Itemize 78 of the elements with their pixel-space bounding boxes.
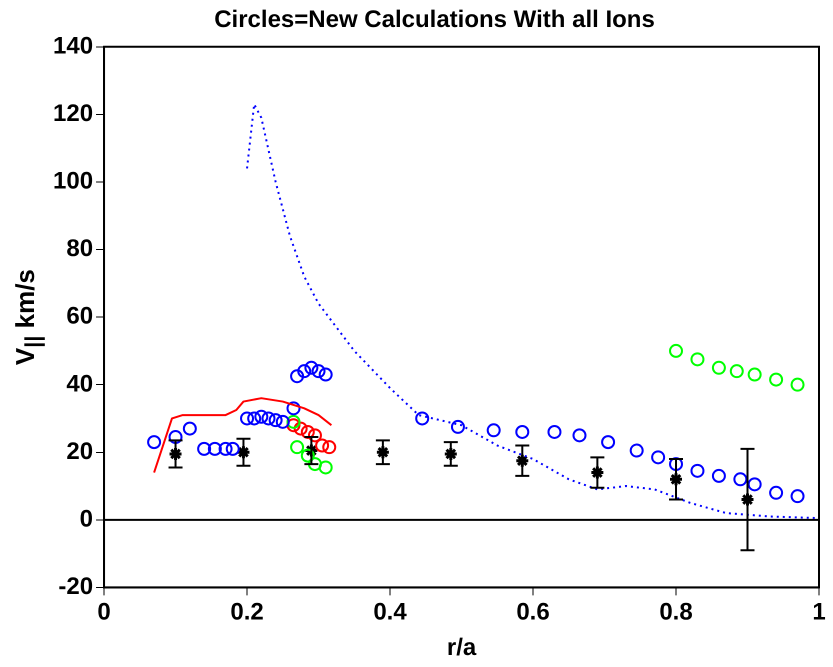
point [450,420,465,434]
point [297,364,312,378]
point [515,424,530,439]
point [486,423,501,438]
point [182,422,197,436]
point [261,411,276,426]
point [254,410,268,424]
point [168,430,183,444]
x-tick-label: 1 [812,598,826,626]
point [286,414,301,429]
point [294,422,308,436]
point [601,435,616,450]
x-tick-label: 0.4 [373,598,408,626]
point [168,446,184,462]
point [247,411,262,426]
point [733,472,748,486]
point [415,411,430,426]
y-tick-label: -20 [58,573,94,600]
point [669,344,684,358]
point [740,492,756,508]
y-tick-label: 60 [66,302,94,330]
y-tick-label: 40 [66,370,94,398]
point [790,378,805,392]
y-tick-label: 120 [52,100,94,127]
point [669,457,684,472]
x-tick-label: 0.2 [230,598,264,626]
point [748,477,762,492]
point [300,448,315,463]
point [304,360,318,375]
point [218,442,233,456]
point [690,352,704,366]
point [690,464,704,478]
point [300,424,315,439]
point [268,413,283,428]
point [375,444,390,460]
y-tick-label: 0 [80,505,94,532]
point [712,360,726,375]
point [308,457,322,472]
point [630,444,644,458]
x-axis-title: r/a [446,634,477,662]
point [197,442,212,456]
point [208,442,222,456]
point [315,438,330,452]
point [312,364,326,378]
point [318,368,333,382]
chart-title: Circles=New Calculations With all Ions [214,6,655,34]
point [322,440,336,454]
point [790,489,805,504]
point [748,368,762,382]
y-tick-label: 140 [52,32,94,60]
point [712,468,726,483]
y-tick-label: 80 [66,235,94,262]
point [290,440,304,454]
point [308,428,322,442]
point [286,418,301,432]
x-tick-label: 0 [97,598,111,626]
y-tick-label: 100 [52,168,94,195]
point [318,460,333,474]
point [276,414,290,429]
point [547,424,562,439]
point [514,453,530,468]
x-tick-label: 0.8 [659,598,693,626]
point [236,444,251,460]
point [651,450,666,464]
point [226,442,240,456]
point [286,401,301,416]
point [668,472,684,487]
point [240,411,254,426]
point [769,486,784,500]
point [590,465,605,480]
point [730,364,744,378]
y-tick-label: 20 [66,438,94,465]
point [147,435,162,450]
point [769,372,784,387]
x-tick-label: 0.6 [516,598,550,626]
point [290,369,304,384]
point [572,428,586,442]
point [443,446,458,462]
